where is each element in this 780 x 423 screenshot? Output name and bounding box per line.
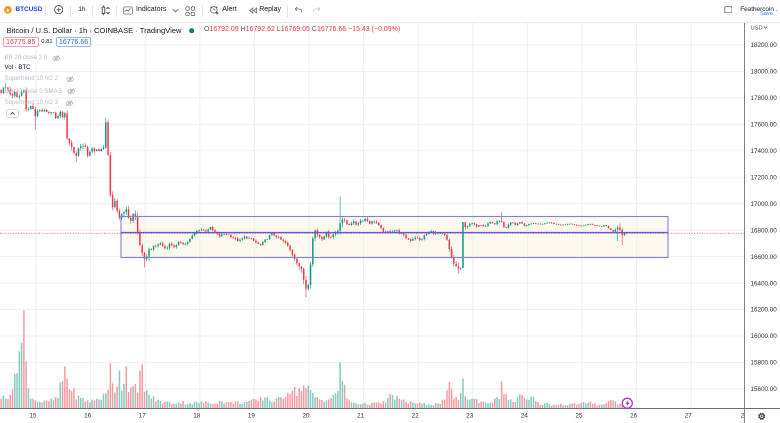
svg-text:21: 21 — [357, 413, 365, 420]
svg-text:USD: USD — [751, 26, 763, 32]
svg-text:16600.00: 16600.00 — [751, 254, 778, 261]
svg-text:15: 15 — [29, 413, 37, 420]
svg-text:25: 25 — [575, 413, 583, 420]
svg-text:16400.00: 16400.00 — [751, 280, 778, 287]
svg-text:23: 23 — [466, 413, 474, 420]
svg-text:18: 18 — [193, 413, 201, 420]
svg-text:15600.00: 15600.00 — [751, 386, 778, 393]
svg-text:2: 2 — [741, 413, 745, 420]
svg-text:19: 19 — [248, 413, 256, 420]
svg-text:24: 24 — [521, 413, 529, 420]
svg-text:22: 22 — [412, 413, 420, 420]
svg-text:27: 27 — [685, 413, 693, 420]
svg-text:17: 17 — [139, 413, 147, 420]
svg-text:16800.00: 16800.00 — [751, 227, 778, 234]
svg-text:20: 20 — [302, 413, 310, 420]
svg-text:17800.00: 17800.00 — [751, 95, 778, 102]
svg-text:15800.00: 15800.00 — [751, 360, 778, 367]
svg-text:17000.00: 17000.00 — [751, 201, 778, 208]
svg-text:16: 16 — [84, 413, 92, 420]
svg-text:16000.00: 16000.00 — [751, 333, 778, 340]
svg-text:₿: ₿ — [6, 7, 10, 12]
svg-text:18200.00: 18200.00 — [751, 42, 778, 49]
svg-text:18000.00: 18000.00 — [751, 69, 778, 76]
svg-text:17200.00: 17200.00 — [751, 174, 778, 181]
svg-text:17600.00: 17600.00 — [751, 122, 778, 129]
svg-text:26: 26 — [630, 413, 638, 420]
svg-text:17400.00: 17400.00 — [751, 148, 778, 155]
svg-text:16200.00: 16200.00 — [751, 307, 778, 314]
